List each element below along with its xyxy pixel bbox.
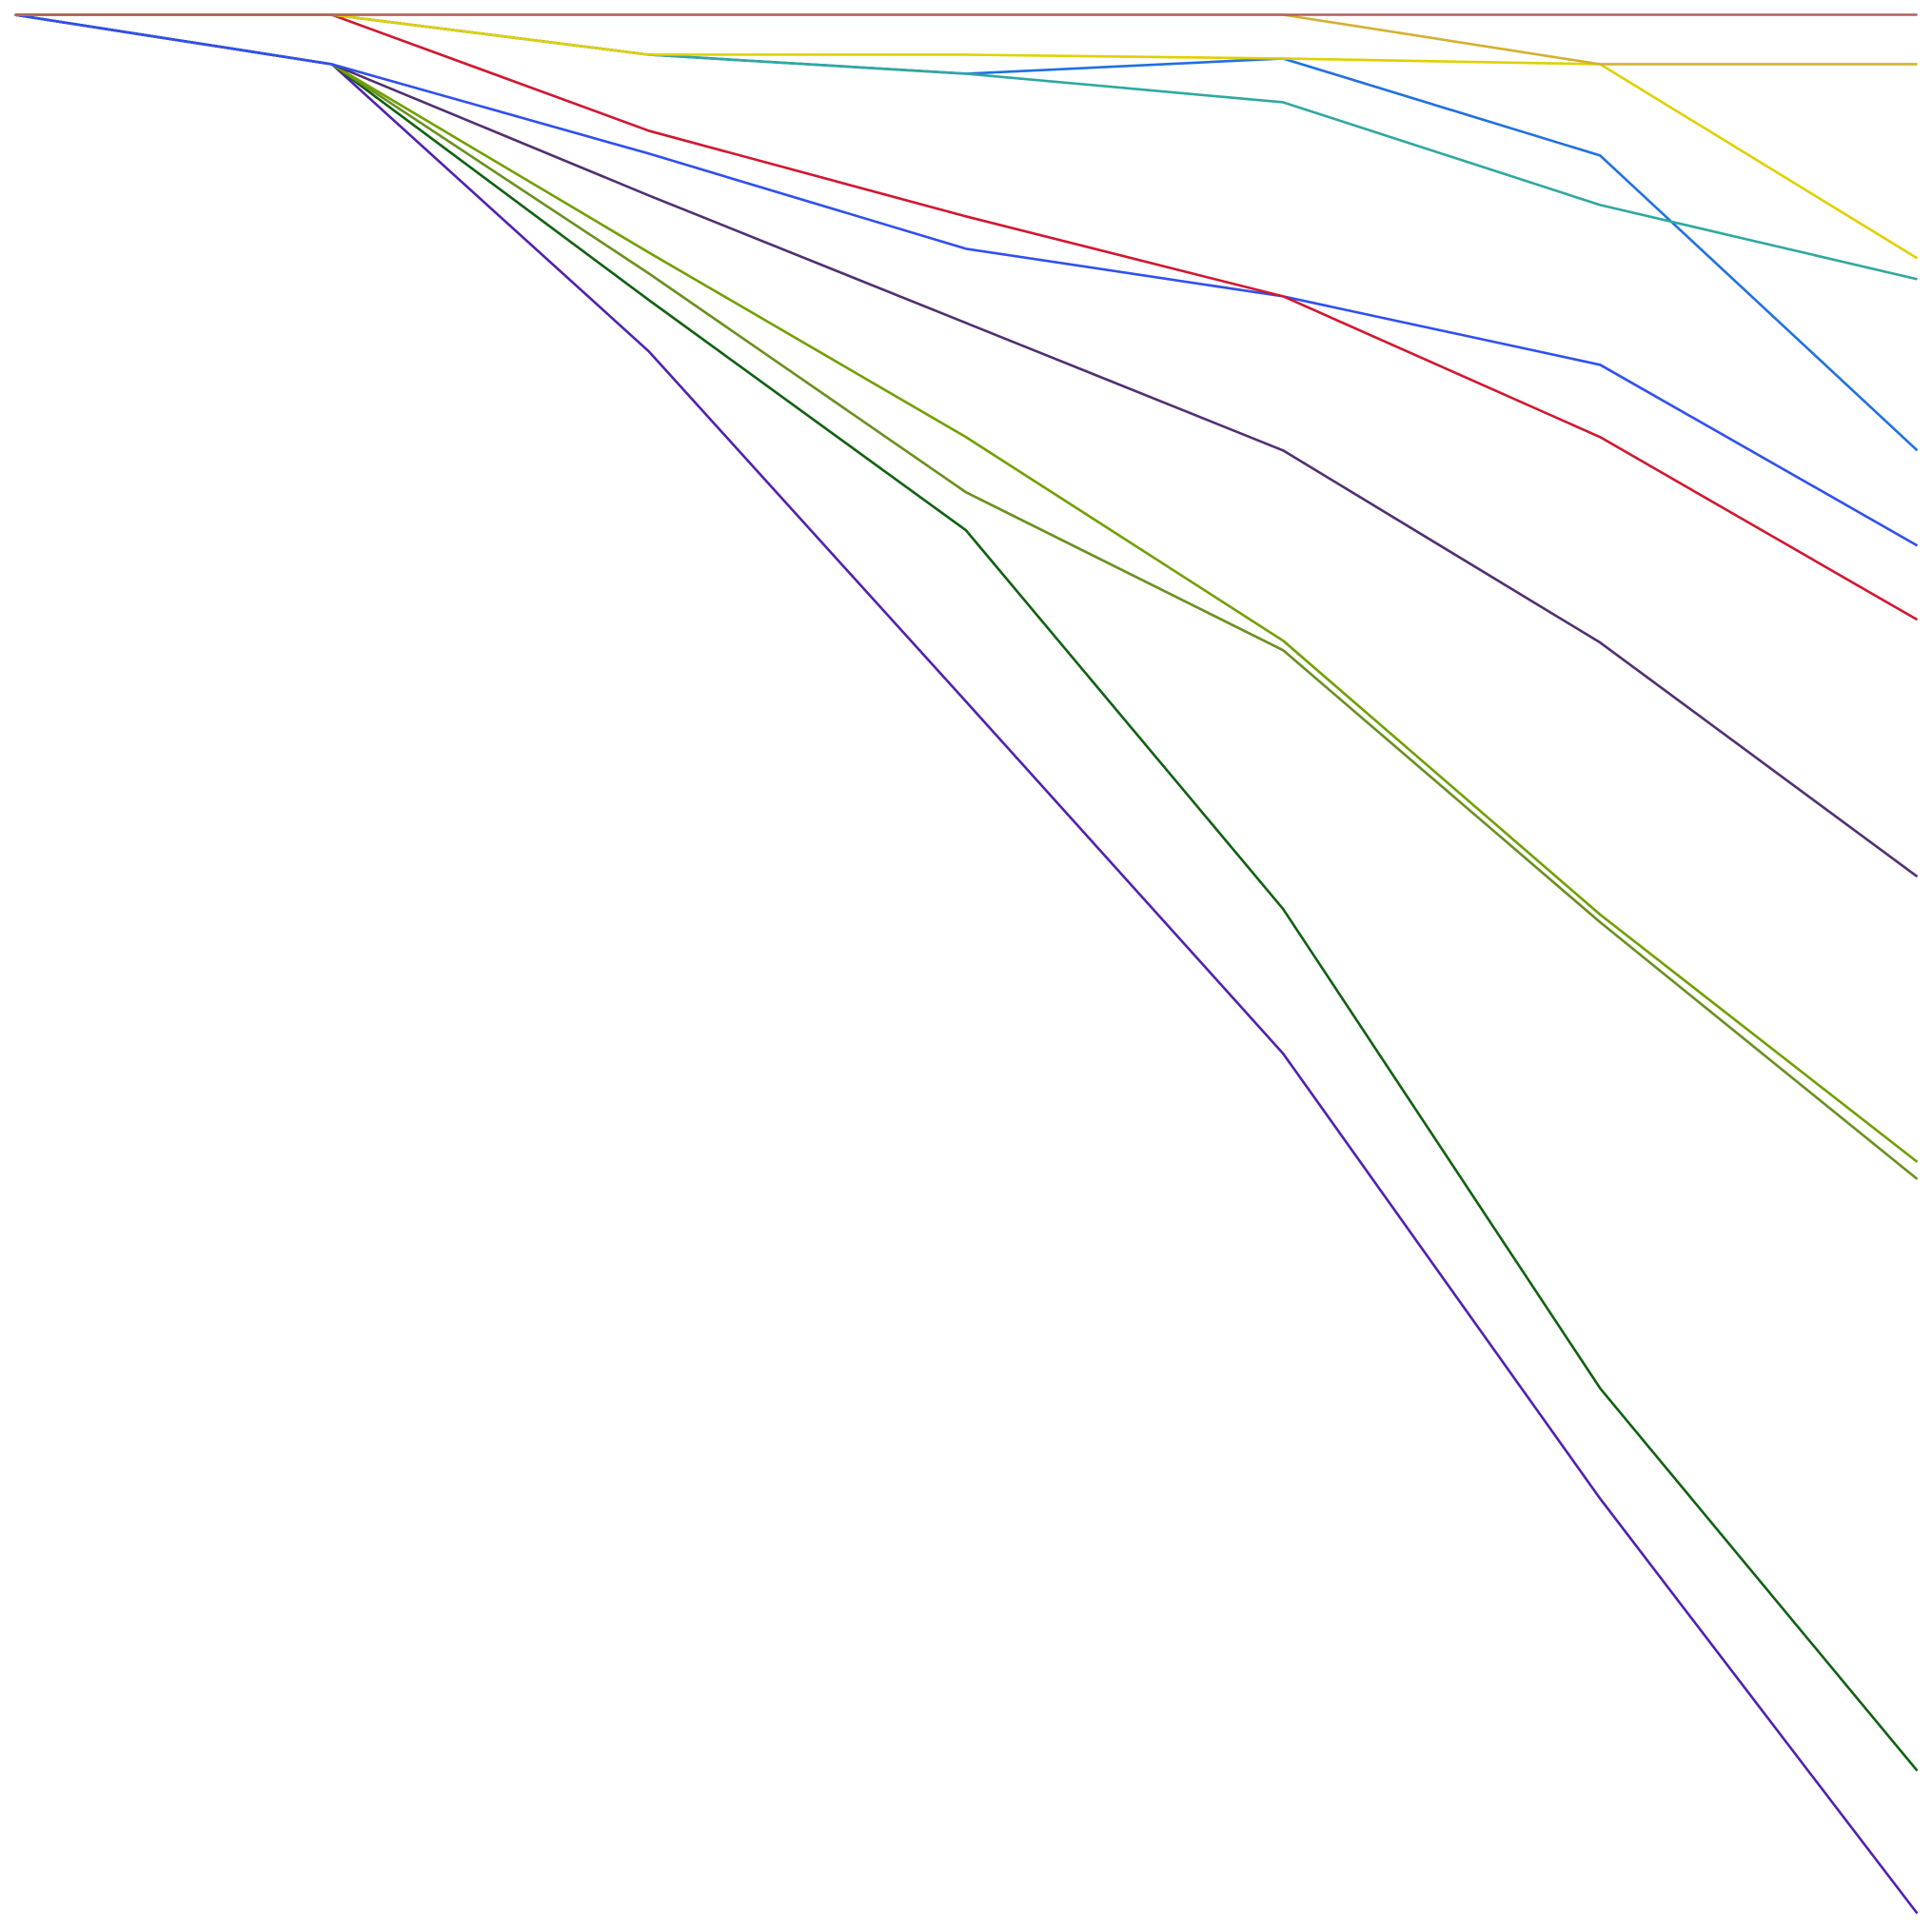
line-series: [14, 13, 1919, 1915]
line-series: [14, 13, 1919, 1180]
line-series: [14, 13, 1919, 878]
line-series: [14, 13, 1919, 1163]
line-series: [14, 13, 1919, 1772]
line-series: [14, 13, 1919, 260]
line-series: [14, 13, 1919, 452]
line-series: [14, 13, 1918, 66]
line-series: [14, 13, 1919, 547]
